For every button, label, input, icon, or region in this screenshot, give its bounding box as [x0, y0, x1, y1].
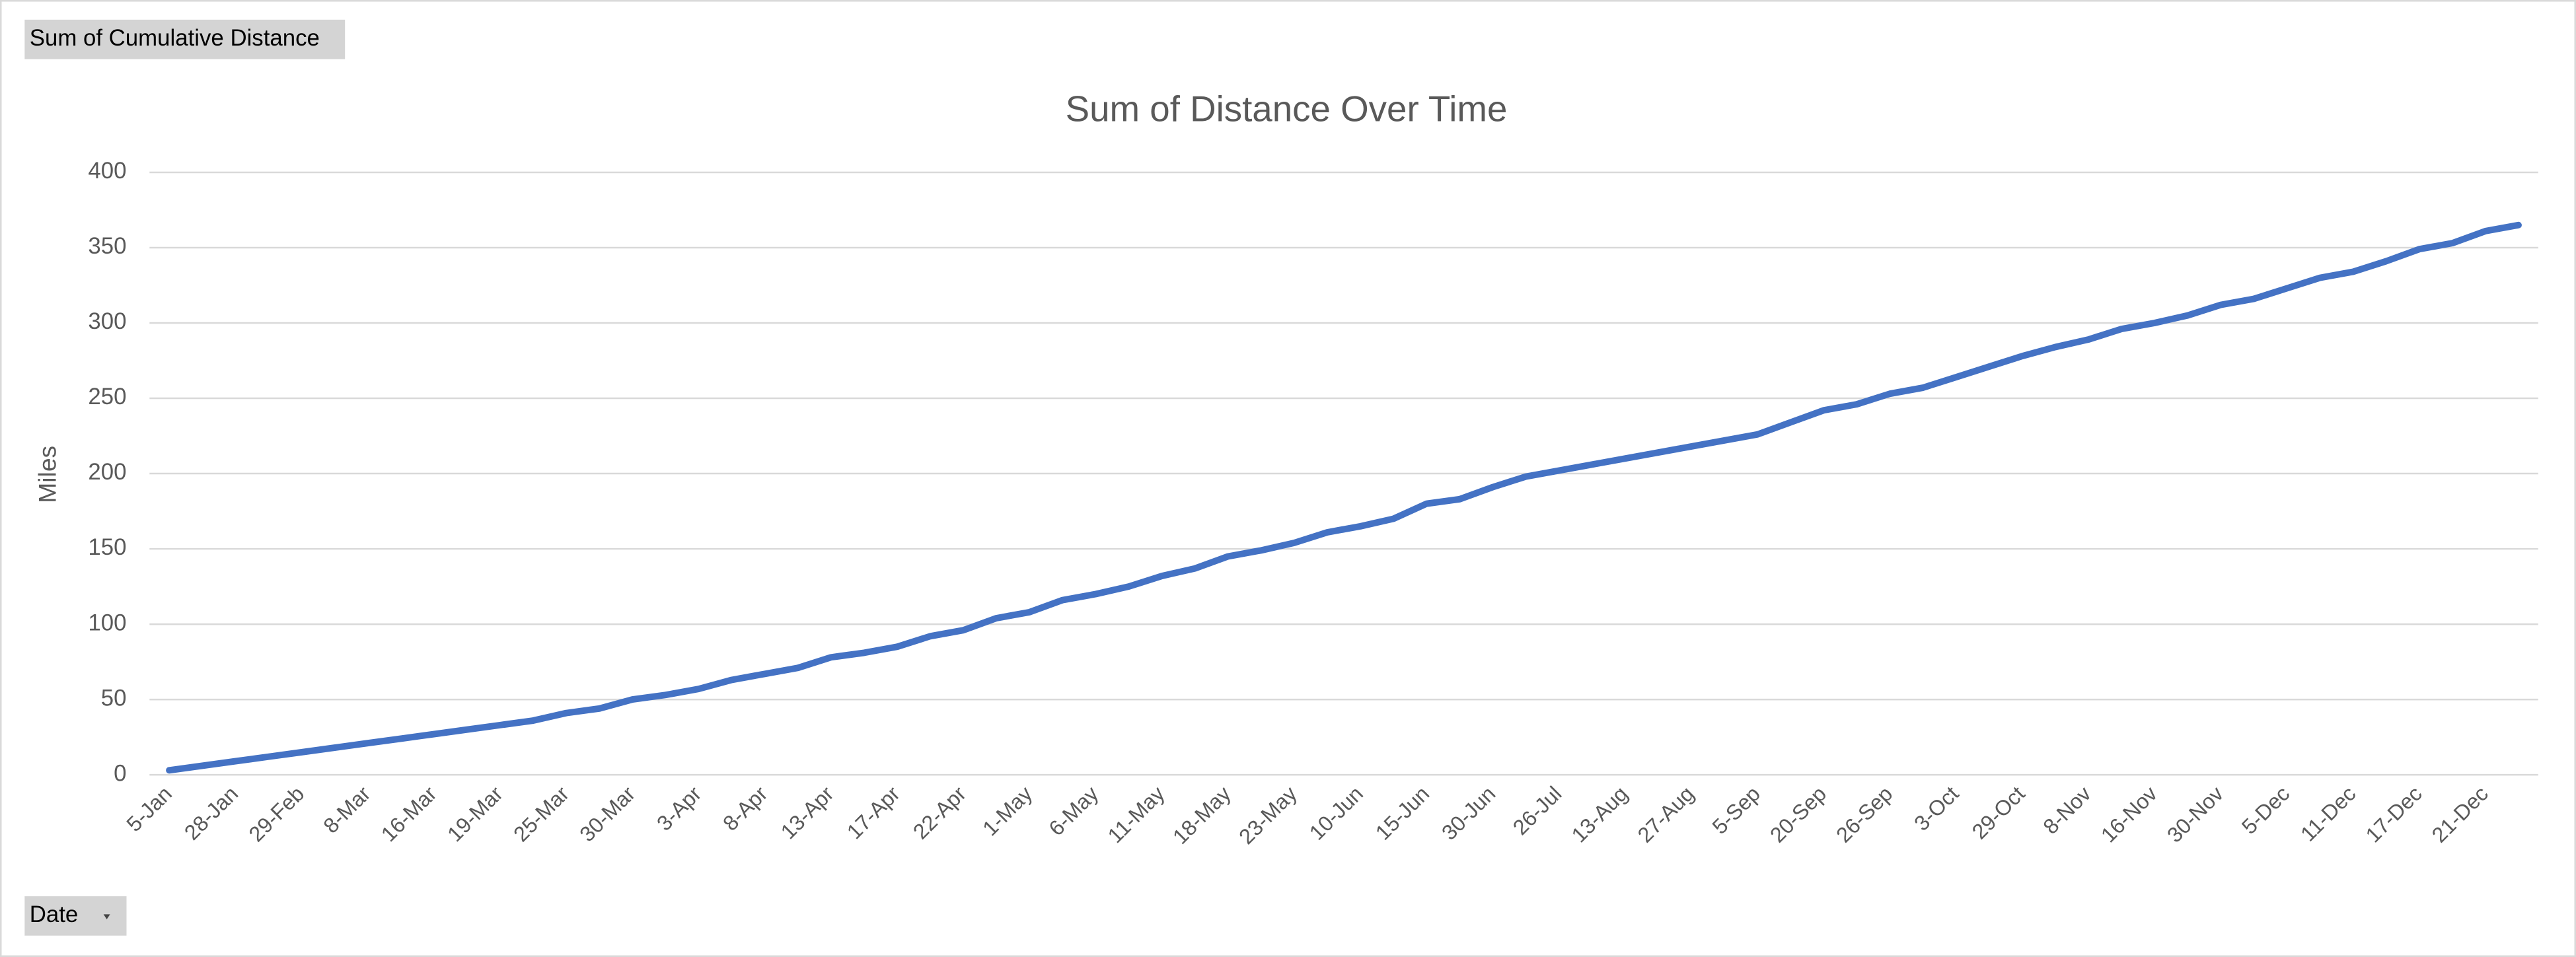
y-tick-label: 50	[101, 685, 127, 711]
y-tick-label: 350	[88, 233, 126, 259]
y-axis-label: Miles	[33, 446, 61, 503]
value-field-button[interactable]	[24, 19, 346, 59]
data-line	[166, 221, 2522, 774]
chart-title: Sum of Distance Over Time	[1066, 88, 1508, 129]
dropdown-arrow	[103, 914, 110, 919]
axis-field-label: Date	[30, 902, 79, 927]
y-tick-label: 150	[88, 534, 126, 560]
y-tick-label: 300	[88, 308, 126, 334]
y-tick-label: 0	[114, 760, 126, 786]
y-tick-label: 200	[88, 459, 126, 485]
y-tick-label: 250	[88, 384, 126, 409]
axis-field-button[interactable]	[24, 896, 127, 936]
y-tick-label: 400	[88, 158, 126, 184]
value-field-label: Sum of Cumulative Distance	[30, 25, 320, 51]
y-tick-label: 100	[88, 610, 126, 635]
